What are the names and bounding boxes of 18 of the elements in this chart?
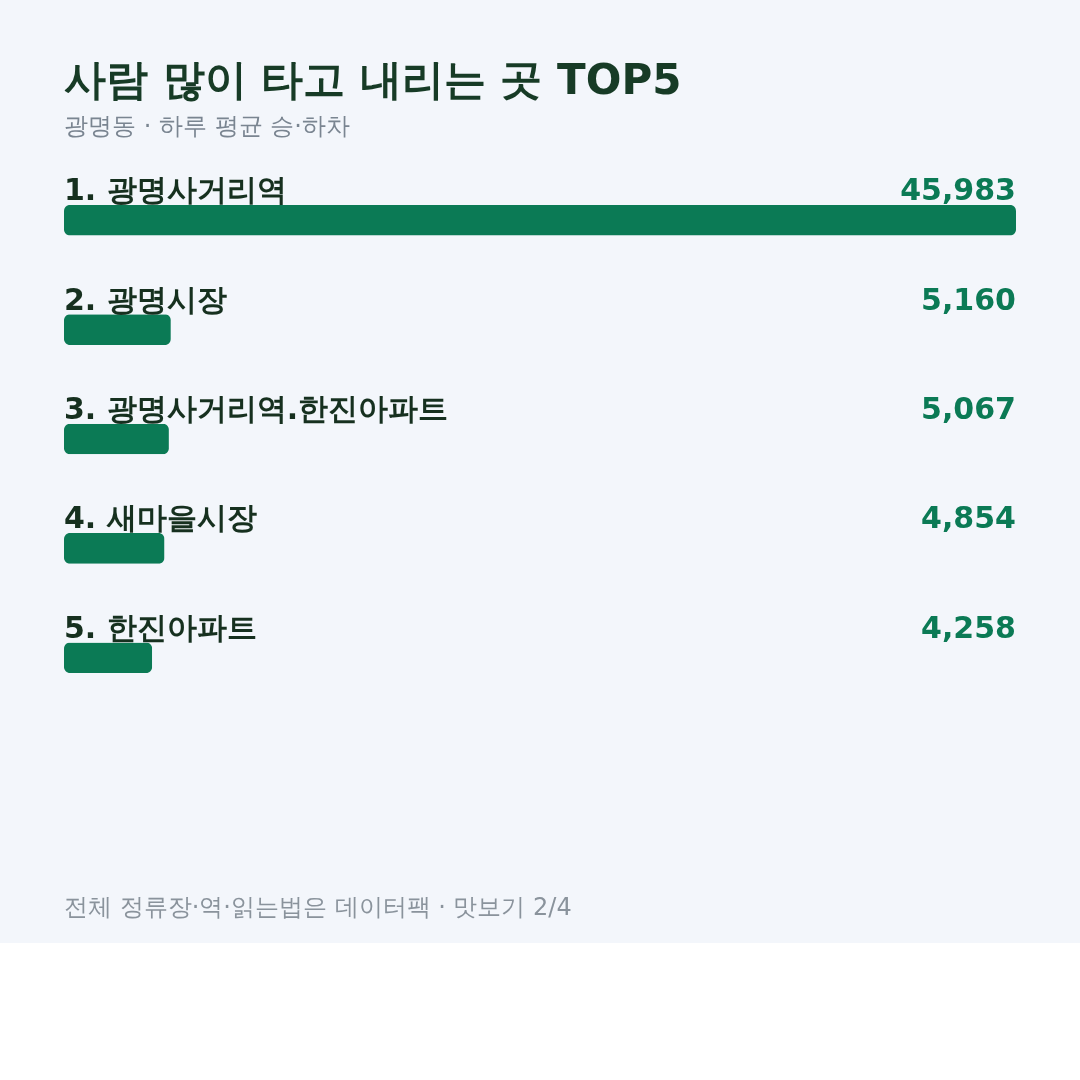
y-tick-label: 4. 새마을시장 [64,500,257,536]
data-label: 4,258 [921,609,1016,645]
chart-subtitle: 광명동 · 하루 평균 승·하차 [64,112,350,141]
data-label: 5,067 [921,390,1016,426]
bar [64,533,165,564]
bar [64,314,171,345]
text: 전체 정류장·역·읽는법은 데이터팩 · 맛보기 2/4 [64,893,572,921]
bar [64,423,169,455]
bar [64,204,1016,236]
chart-title: 사람 많이 타고 내리는 곳 TOP5 [64,55,682,105]
y-tick-label: 2. 광명시장 [64,281,227,317]
data-label: 45,983 [900,172,1016,208]
data-label: 4,854 [921,500,1016,536]
bar [64,642,153,673]
data-label: 5,160 [921,281,1016,317]
y-tick-label: 3. 광명사거리역.한진아파트 [64,390,449,426]
y-tick-label: 1. 광명사거리역 [64,172,287,208]
y-tick-label: 5. 한진아파트 [64,609,257,645]
